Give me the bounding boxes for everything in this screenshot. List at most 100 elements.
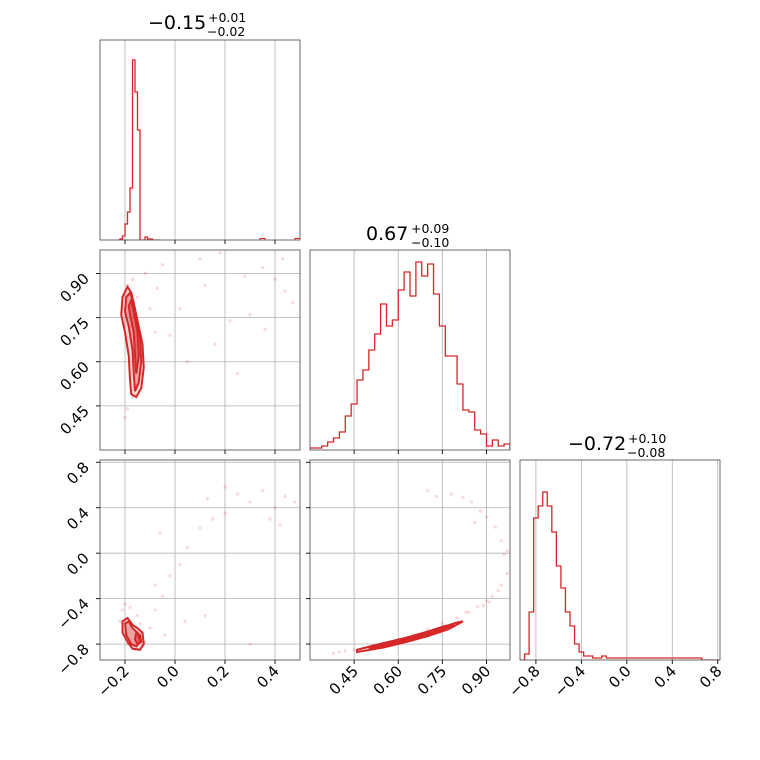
contour-p20-2 bbox=[133, 631, 143, 646]
axes-frame-p20 bbox=[99, 459, 301, 661]
xtick-label-p20-2: 0.2 bbox=[203, 662, 233, 692]
ytick-label-p20-1: −0.4 bbox=[54, 595, 92, 633]
sample-point-p20-0 bbox=[120, 608, 125, 612]
sample-point-p21-14 bbox=[490, 594, 494, 598]
title-p11: 0.67 +0.09 −0.10 bbox=[366, 221, 449, 250]
xtick-label-p21-2: 0.75 bbox=[414, 662, 450, 698]
plot-area-p11 bbox=[310, 261, 510, 450]
sample-point-p10-34 bbox=[243, 274, 247, 279]
sample-point-p21-1 bbox=[337, 650, 342, 654]
panel-p10: 0.45 0.60 0.75 0.90 bbox=[56, 249, 301, 454]
histogram-p11 bbox=[310, 261, 510, 450]
sample-point-p21-17 bbox=[505, 572, 509, 576]
sample-point-p20-21 bbox=[260, 489, 265, 493]
contour-p10-2 bbox=[127, 296, 140, 374]
axes-frame-p21 bbox=[309, 459, 511, 661]
panel-p21: 0.45 0.60 0.75 0.90 bbox=[306, 459, 511, 698]
sample-point-p10-24 bbox=[283, 289, 287, 293]
sample-point-p10-23 bbox=[273, 277, 277, 282]
xtick-label-p21-3: 0.90 bbox=[458, 662, 494, 698]
sample-point-p20-26 bbox=[278, 523, 282, 527]
sample-point-p21-18 bbox=[449, 492, 453, 496]
sample-point-p21-3 bbox=[352, 648, 356, 652]
xtick-label-p22-1: −0.4 bbox=[551, 662, 589, 700]
axes-frame-p11 bbox=[309, 249, 511, 451]
title-p00: −0.15 +0.01 −0.02 bbox=[148, 10, 246, 39]
title-minus-p11: −0.10 bbox=[411, 235, 449, 250]
sample-point-p21-21 bbox=[478, 509, 483, 513]
histogram-tail-p00-0 bbox=[259, 237, 266, 240]
sample-point-p10-13 bbox=[143, 271, 147, 276]
sample-point-p21-16 bbox=[499, 583, 503, 587]
sample-point-p20-11 bbox=[153, 608, 157, 612]
histogram-p00 bbox=[117, 59, 160, 240]
ytick-label-p20-2: 0.0 bbox=[63, 549, 93, 579]
sample-point-p20-14 bbox=[178, 562, 182, 567]
sample-point-p10-12 bbox=[123, 416, 127, 420]
panel-p20: −0.2 0.0 0.2 0.4 −0.8 −0.4 0.0 0.4 0.8 bbox=[54, 458, 301, 701]
sample-point-p10-28 bbox=[178, 307, 182, 311]
sample-point-p20-22 bbox=[273, 506, 277, 510]
sample-point-p20-4 bbox=[135, 614, 140, 618]
sample-point-p10-19 bbox=[218, 251, 222, 255]
sample-point-p21-28 bbox=[434, 494, 439, 498]
sample-point-p10-14 bbox=[148, 307, 152, 311]
sample-point-p10-3 bbox=[135, 295, 140, 299]
sample-point-p21-29 bbox=[473, 520, 477, 525]
xtick-label-p21-1: 0.60 bbox=[370, 662, 406, 698]
sample-point-p20-20 bbox=[248, 500, 252, 504]
sample-point-p10-26 bbox=[235, 371, 240, 376]
sample-point-p10-31 bbox=[280, 257, 285, 261]
sample-point-p10-2 bbox=[130, 277, 135, 282]
sample-point-p20-2 bbox=[128, 606, 132, 610]
title-median-p22: −0.72 bbox=[568, 433, 626, 455]
sample-point-p21-23 bbox=[493, 525, 497, 529]
sample-point-p20-10 bbox=[148, 626, 152, 630]
contour-p20-0 bbox=[121, 616, 145, 651]
plot-area-p00 bbox=[117, 59, 300, 240]
sample-point-p20-13 bbox=[168, 574, 172, 578]
sample-point-p10-25 bbox=[290, 301, 295, 305]
sample-point-p20-5 bbox=[138, 622, 142, 626]
sample-point-p10-16 bbox=[160, 263, 165, 267]
ytick-label-p20-0: −0.8 bbox=[54, 640, 92, 678]
sample-point-p21-31 bbox=[481, 603, 486, 608]
sample-point-p20-29 bbox=[153, 583, 157, 587]
ytick-label-p10-0: 0.45 bbox=[56, 402, 92, 438]
sample-point-p20-19 bbox=[235, 492, 240, 496]
sample-point-p10-27 bbox=[203, 283, 207, 287]
sample-point-p20-25 bbox=[268, 517, 272, 521]
sample-point-p21-10 bbox=[455, 616, 459, 620]
histogram-tail-p00-1 bbox=[294, 237, 300, 240]
sample-point-p10-21 bbox=[248, 313, 252, 317]
axes-frame-p00 bbox=[99, 39, 301, 241]
plot-area-p21 bbox=[331, 489, 509, 655]
sample-point-p10-18 bbox=[198, 257, 202, 261]
sample-point-p21-2 bbox=[343, 649, 347, 653]
sample-point-p20-31 bbox=[248, 642, 252, 646]
title-minus-p00: −0.02 bbox=[207, 24, 245, 39]
contour-p10-0 bbox=[120, 284, 145, 399]
ytick-label-p20-3: 0.4 bbox=[63, 504, 93, 534]
xtick-label-p22-0: −0.8 bbox=[505, 662, 543, 700]
sample-point-p21-25 bbox=[502, 552, 506, 556]
sample-point-p20-30 bbox=[158, 531, 162, 535]
sample-point-p21-32 bbox=[487, 600, 492, 604]
xtick-label-p22-4: 0.8 bbox=[696, 662, 726, 692]
sample-point-p20-3 bbox=[118, 619, 122, 623]
sample-point-p20-17 bbox=[210, 517, 215, 521]
axes-frame-p10 bbox=[99, 249, 301, 451]
sample-point-p20-33 bbox=[183, 619, 187, 623]
panel-p00 bbox=[99, 39, 301, 244]
sample-point-p20-15 bbox=[185, 545, 190, 550]
xtick-label-p20-3: 0.4 bbox=[253, 662, 283, 692]
sample-point-p20-1 bbox=[123, 602, 127, 606]
sample-point-p21-20 bbox=[470, 500, 474, 504]
sample-point-p10-33 bbox=[155, 286, 160, 290]
sample-point-p10-32 bbox=[213, 342, 217, 346]
sample-point-p10-30 bbox=[263, 327, 267, 332]
sample-point-p20-28 bbox=[205, 497, 210, 501]
sample-point-p21-8 bbox=[426, 627, 430, 631]
title-plus-p11: +0.09 bbox=[411, 221, 449, 236]
